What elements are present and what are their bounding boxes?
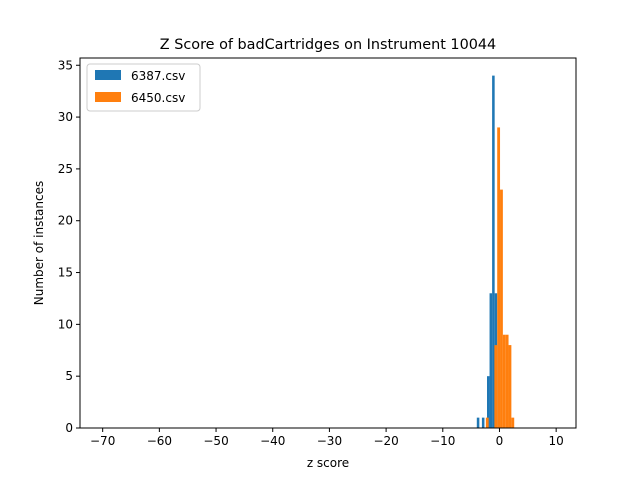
x-tick-label: −20 <box>373 434 398 448</box>
histogram-bar-6450-csv-3 <box>500 189 503 428</box>
y-axis: 0 5 10 15 20 25 30 35 <box>58 58 80 435</box>
histogram-bar-6450-csv-1 <box>494 345 498 428</box>
histogram-bar-6450-csv-2 <box>497 127 501 428</box>
legend-swatch-6450 <box>95 92 121 102</box>
x-tick-label: −50 <box>203 434 228 448</box>
histogram-bar-6450-csv-4 <box>502 334 506 428</box>
legend: 6387.csv 6450.csv <box>86 63 201 112</box>
histogram-bar-6450-csv-6 <box>508 345 512 428</box>
plot-frame <box>79 57 577 429</box>
legend-swatch-6387 <box>95 70 121 80</box>
x-tick-label: 10 <box>549 434 564 448</box>
histogram-bar-6450-csv-7 <box>511 417 515 428</box>
x-tick-label: −60 <box>147 434 172 448</box>
x-tick-label: 0 <box>496 434 504 448</box>
chart-title: Z Score of badCartridges on Instrument 1… <box>160 37 496 53</box>
y-axis-label: Number of instances <box>32 181 46 306</box>
histogram-bar-6450-csv-5 <box>505 334 509 428</box>
x-axis-label: z score <box>307 456 349 470</box>
x-tick-label: −10 <box>430 434 455 448</box>
histogram-bar-6387-csv-1 <box>481 417 485 428</box>
y-tick-label: 35 <box>58 58 73 72</box>
y-tick-label: 30 <box>58 110 73 124</box>
histogram-bar-6387-csv-0 <box>476 417 480 428</box>
histogram-bar-6387-csv-2 <box>487 376 490 428</box>
y-tick-label: 10 <box>58 317 73 331</box>
x-tick-label: −40 <box>260 434 285 448</box>
histogram-bars <box>476 75 515 429</box>
histogram-bar-6450-csv-0 <box>485 417 489 428</box>
y-tick-label: 25 <box>58 162 73 176</box>
legend-label-6387: 6387.csv <box>131 69 185 83</box>
x-tick-label: −30 <box>317 434 342 448</box>
y-tick-label: 5 <box>65 369 73 383</box>
y-tick-label: 20 <box>58 214 73 228</box>
y-tick-label: 0 <box>65 421 73 435</box>
legend-label-6450: 6450.csv <box>131 91 185 105</box>
x-axis: −70 −60 −50 −40 −30 −20 −10 0 10 <box>90 428 564 448</box>
x-tick-label: −70 <box>90 434 115 448</box>
y-tick-label: 15 <box>58 266 73 280</box>
histogram-bar-6387-csv-3 <box>489 293 493 428</box>
histogram-bar-6387-csv-4 <box>492 75 495 429</box>
